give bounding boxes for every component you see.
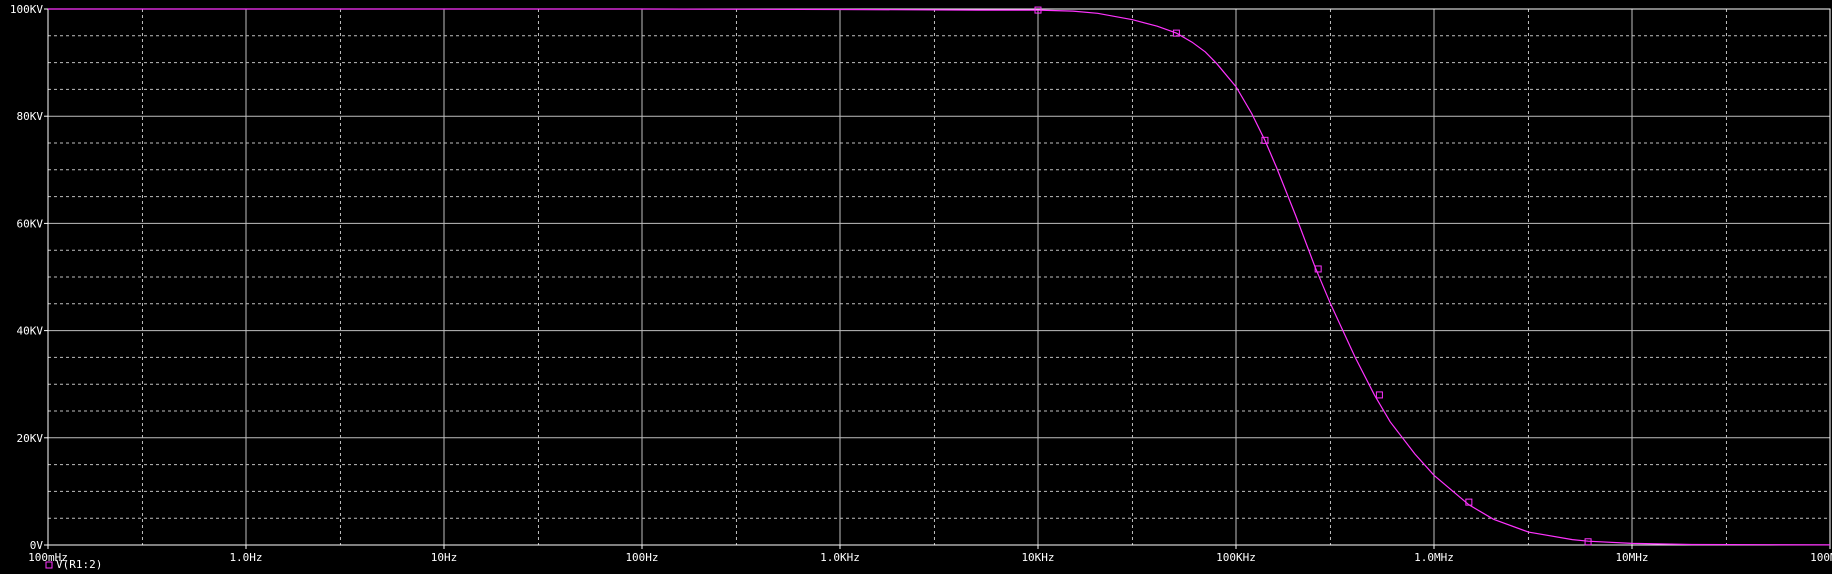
x-tick-label: 10MHz xyxy=(1615,551,1648,564)
x-tick-label: 1.0KHz xyxy=(820,551,860,564)
x-tick-label: 1.0MHz xyxy=(1414,551,1454,564)
series-marker xyxy=(1261,136,1269,144)
x-tick-label: 100KHz xyxy=(1216,551,1256,564)
y-tick-label: 100KV xyxy=(10,3,43,16)
y-tick-label: 40KV xyxy=(17,325,44,338)
legend-label: V(R1:2) xyxy=(56,558,102,571)
plot-frame xyxy=(47,8,1831,546)
legend: V(R1:2) xyxy=(45,558,102,571)
legend-marker xyxy=(45,561,53,569)
x-tick-label: 100mHz xyxy=(28,551,68,564)
x-tick-label: 10KHz xyxy=(1021,551,1054,564)
series-marker xyxy=(1034,6,1042,14)
x-tick-label: 100Hz xyxy=(625,551,658,564)
y-tick-label: 60KV xyxy=(17,217,44,230)
x-tick-label: 1.0Hz xyxy=(229,551,262,564)
series-layer xyxy=(48,6,1831,546)
x-axis-ticks: 100mHz 1.0Hz 10Hz 100Hz 1.0KHz 10KHz 100KHz 1.0… xyxy=(28,545,1832,564)
series-marker xyxy=(1314,265,1322,273)
series-marker xyxy=(1172,29,1180,37)
y-axis-ticks: 0V 20KV 40KV 60KV 80KV 100KV xyxy=(10,3,48,552)
y-tick-label: 80KV xyxy=(17,110,44,123)
x-tick-label: 10Hz xyxy=(431,551,458,564)
series-marker xyxy=(1375,391,1383,399)
series-line xyxy=(48,8,1831,546)
y-tick-label: 0V xyxy=(30,539,44,552)
y-tick-label: 20KV xyxy=(17,432,44,445)
plot-border xyxy=(47,8,1831,546)
series-marker xyxy=(1584,538,1592,546)
series-marker xyxy=(1465,498,1473,506)
x-tick-label: 100MHz xyxy=(1810,551,1832,564)
